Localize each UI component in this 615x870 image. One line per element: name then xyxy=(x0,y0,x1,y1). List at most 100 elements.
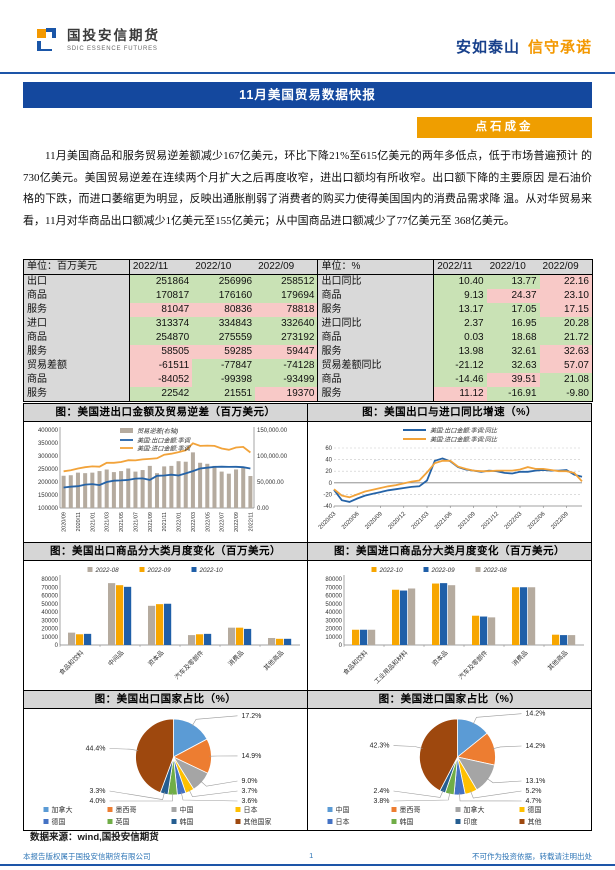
svg-text:14.2%: 14.2% xyxy=(526,743,546,750)
svg-text:消费品: 消费品 xyxy=(510,648,530,668)
table-cell: 58505 xyxy=(129,345,193,359)
table-cell: 21551 xyxy=(192,387,256,402)
svg-text:2020/09: 2020/09 xyxy=(364,511,384,531)
svg-text:50000: 50000 xyxy=(41,602,58,608)
slogan-right: 信守承诺 xyxy=(527,39,592,56)
row-label: 进口 xyxy=(23,317,130,331)
svg-text:美国:进口金额:季调:同比: 美国:进口金额:季调:同比 xyxy=(430,436,498,444)
table-cell: 10.40 xyxy=(433,274,487,289)
table-row: 服务 11.12 -16.91 -9.80 xyxy=(317,387,593,402)
svg-text:5.2%: 5.2% xyxy=(526,788,542,795)
summary-paragraph: 11月美国商品和服务贸易逆差额减少167亿美元，环比下降21%至615亿美元的两… xyxy=(23,150,592,227)
table-cell: 59447 xyxy=(255,345,318,359)
svg-text:20: 20 xyxy=(325,469,332,475)
svg-text:资本品: 资本品 xyxy=(146,648,166,668)
svg-text:60: 60 xyxy=(325,446,332,452)
table-cell: 57.07 xyxy=(539,359,593,373)
svg-text:350000: 350000 xyxy=(38,441,59,447)
svg-text:42.3%: 42.3% xyxy=(370,743,390,750)
svg-text:美国:出口金额:季调: 美国:出口金额:季调 xyxy=(137,437,191,445)
svg-text:80000: 80000 xyxy=(41,577,58,583)
svg-text:其他国家: 其他国家 xyxy=(244,817,272,826)
footer-line: 本报告版权属于国投安信期货有限公司 1 不可作为投资依据，转载请注明出处 xyxy=(23,851,592,862)
svg-text:0.00: 0.00 xyxy=(257,506,269,512)
svg-text:10000: 10000 xyxy=(41,635,58,641)
svg-text:14.9%: 14.9% xyxy=(242,753,262,760)
svg-text:17.2%: 17.2% xyxy=(242,713,262,720)
table-cell: 39.51 xyxy=(486,373,540,387)
svg-text:资本品: 资本品 xyxy=(430,648,450,668)
chart-title: 图：美国进出口金额及贸易逆差（百万美元） xyxy=(24,404,307,422)
table-cell: 13.98 xyxy=(433,345,487,359)
svg-text:2021/01: 2021/01 xyxy=(90,512,96,532)
svg-text:40000: 40000 xyxy=(325,610,342,616)
table-cell: 32.63 xyxy=(486,359,540,373)
table-cell: -14.46 xyxy=(433,373,487,387)
table-row: 服务 22542 21551 19370 xyxy=(23,387,318,402)
svg-text:3.6%: 3.6% xyxy=(242,798,258,805)
report-title-banner: 11月美国贸易数据快报 xyxy=(23,82,592,108)
svg-text:2022/11: 2022/11 xyxy=(248,512,254,531)
row-label: 服务 xyxy=(317,387,435,402)
chart-export-country-pie: 图：美国出口国家占比（%） 17.2% 14.9% 9.0% 3.7% 3.6% 44.4%… xyxy=(23,690,308,831)
svg-text:14.2%: 14.2% xyxy=(526,711,546,718)
table-row: 商品 0.03 18.68 21.72 xyxy=(317,331,593,345)
table-cell: -9.80 xyxy=(539,387,593,402)
svg-text:3.8%: 3.8% xyxy=(374,798,390,805)
svg-text:200000: 200000 xyxy=(38,480,59,486)
svg-text:2021/05: 2021/05 xyxy=(119,512,125,532)
table-cell: -61511 xyxy=(129,359,193,373)
svg-text:70000: 70000 xyxy=(325,585,342,591)
table-cell: 313374 xyxy=(129,317,193,331)
svg-text:墨西哥: 墨西哥 xyxy=(116,806,137,814)
svg-text:2020/11: 2020/11 xyxy=(76,512,82,531)
svg-text:2022/09: 2022/09 xyxy=(234,512,240,532)
table-cell: -21.12 xyxy=(433,359,487,373)
table-cell: 21.72 xyxy=(539,331,593,345)
table-yoy-percent: 单位：% 2022/11 2022/10 2022/09 出口同比 10.40 13.77 2… xyxy=(317,259,593,402)
svg-text:4.7%: 4.7% xyxy=(526,798,542,805)
row-label: 贸易差额同比 xyxy=(317,359,435,373)
table-cell: 18.68 xyxy=(486,331,540,345)
chart-title: 图：美国出口与进口同比增速（%） xyxy=(308,404,591,422)
svg-text:德国: 德国 xyxy=(52,817,66,826)
table-cell: 273192 xyxy=(255,331,318,345)
chart-canvas: 14.2% 14.2% 13.1% 5.2% 4.7% 42.3% 2.4% 3.8% 中国 墨西… xyxy=(327,711,546,826)
svg-text:2022/03: 2022/03 xyxy=(191,512,197,532)
svg-text:2021/09: 2021/09 xyxy=(148,512,154,532)
row-label: 商品 xyxy=(23,331,130,345)
row-label: 服务 xyxy=(23,345,130,359)
table-cell: -77847 xyxy=(192,359,256,373)
svg-text:其他商品: 其他商品 xyxy=(545,648,569,672)
svg-text:2022/03: 2022/03 xyxy=(504,511,524,531)
table-row: 进口 313374 334843 332640 xyxy=(23,317,318,331)
data-source-note: 数据来源：wind,国投安信期货 xyxy=(30,832,159,843)
svg-text:0: 0 xyxy=(55,643,59,649)
chart-title: 图：美国出口商品分大类月度变化（百万美元） xyxy=(24,543,307,561)
svg-text:13.1%: 13.1% xyxy=(526,778,546,785)
svg-text:2020/06: 2020/06 xyxy=(341,511,361,531)
table-row: 服务 58505 59285 59447 xyxy=(23,345,318,359)
table-column-header: 2022/09 xyxy=(539,259,593,275)
chart-yoy-growth: 图：美国出口与进口同比增速（%） -40 -20 0 20 40 60 2020/03 2020… xyxy=(307,403,592,543)
charts-grid: 图：美国进出口金额及贸易逆差（百万美元） 100000 150000 200000 25… xyxy=(23,403,593,831)
table-cell: 2.37 xyxy=(433,317,487,331)
svg-text:2022/05: 2022/05 xyxy=(205,512,211,532)
svg-text:贸易逆差(右轴): 贸易逆差(右轴) xyxy=(137,427,178,435)
svg-text:50,000.00: 50,000.00 xyxy=(257,480,284,486)
table-unit-header: 单位：% xyxy=(317,259,435,275)
table-cell: 254870 xyxy=(129,331,193,345)
svg-text:2022/01: 2022/01 xyxy=(177,512,183,532)
slogan-left: 安如泰山 xyxy=(455,39,520,56)
svg-text:100,000.00: 100,000.00 xyxy=(257,454,288,460)
page-header: 国投安信期货 SDIC ESSENCE FUTURES 安如泰山 信守承诺 xyxy=(33,24,592,57)
svg-text:日本: 日本 xyxy=(244,805,258,814)
header-rule xyxy=(0,72,615,74)
svg-text:2022-09: 2022-09 xyxy=(431,567,456,574)
chart-export-categories: 图：美国出口商品分大类月度变化（百万美元） 0 10000 20000 30000 400… xyxy=(23,542,308,691)
table-column-header: 2022/11 xyxy=(433,259,487,275)
svg-text:50000: 50000 xyxy=(325,602,342,608)
svg-text:英国: 英国 xyxy=(116,817,130,826)
row-label: 商品 xyxy=(317,289,435,303)
